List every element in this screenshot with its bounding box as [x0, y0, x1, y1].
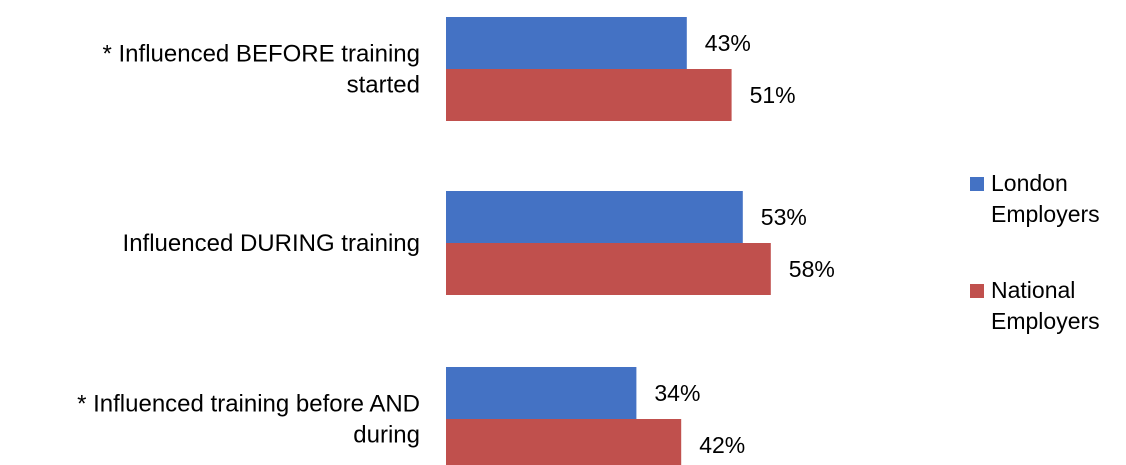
bar-national-3 — [446, 419, 682, 465]
data-label-national-1: 51% — [750, 82, 796, 108]
legend-swatch-national — [970, 284, 984, 298]
data-labels-group: 43% 51% 53% 58% 34% 42% — [654, 30, 834, 458]
data-label-london-3: 34% — [654, 380, 700, 406]
bars-group — [446, 17, 771, 465]
legend: London Employers National Employers — [970, 170, 1100, 334]
data-label-national-3: 42% — [699, 432, 745, 458]
legend-label-london: London Employers — [991, 170, 1100, 227]
category-label-3: * Influenced training before AND during — [77, 391, 420, 449]
data-label-national-2: 58% — [789, 256, 835, 282]
bar-london-1 — [446, 17, 687, 69]
category-label-2: Influenced DURING training — [123, 230, 420, 257]
category-label-1: * Influenced BEFORE training started — [103, 41, 421, 99]
bar-london-2 — [446, 191, 743, 243]
data-label-london-1: 43% — [705, 30, 751, 56]
category-labels-group: * Influenced BEFORE training started Influ… — [77, 41, 420, 449]
bar-london-3 — [446, 367, 637, 419]
bar-national-2 — [446, 243, 771, 295]
data-label-london-2: 53% — [761, 204, 807, 230]
bar-national-1 — [446, 69, 732, 121]
legend-label-national: National Employers — [991, 277, 1100, 334]
legend-swatch-london — [970, 177, 984, 191]
